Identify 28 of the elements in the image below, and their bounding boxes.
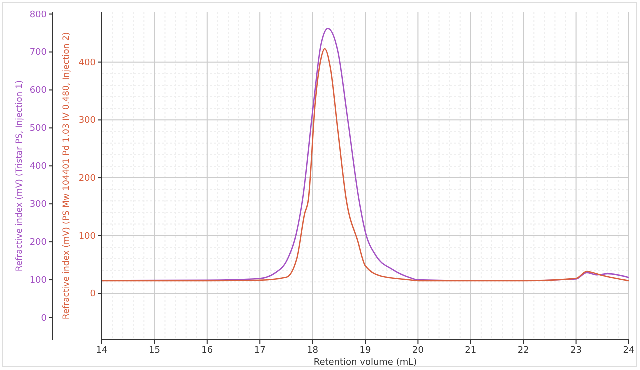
y-tick-label: 400 (78, 58, 96, 68)
x-tick-label: 16 (202, 346, 214, 356)
x-tick-label: 14 (96, 346, 108, 356)
x-tick-label: 17 (254, 346, 266, 356)
y2-tick-label: 600 (30, 86, 48, 96)
y-tick-label: 0 (90, 290, 96, 300)
x-axis-title: Retention volume (mL) (314, 358, 418, 368)
y2-tick-label: 200 (30, 238, 48, 248)
y-tick-label: 300 (78, 116, 96, 126)
y2-tick-label: 400 (30, 162, 48, 172)
x-tick-label: 19 (360, 346, 372, 356)
y-axis-title: Refractive index (mV) (PS Mw 104401 Pd 1.03 IV 0.480, Injection 2) (62, 32, 72, 320)
y2-tick-label: 0 (41, 314, 48, 324)
y-tick-label: 200 (78, 174, 96, 184)
y2-tick-label: 300 (30, 200, 48, 210)
y-tick-label: 100 (78, 232, 96, 242)
x-tick-label: 20 (412, 346, 424, 356)
x-tick-label: 22 (518, 346, 530, 356)
x-tick-label: 23 (570, 346, 582, 356)
y2-tick-label: 100 (30, 276, 48, 286)
x-tick-label: 24 (623, 346, 635, 356)
y2-axis-title: Refractive index (mV) (Tristar PS, Injection 1) (15, 80, 25, 272)
x-tick-label: 18 (307, 346, 319, 356)
x-tick-label: 15 (148, 346, 160, 356)
y2-tick-label: 500 (30, 124, 48, 134)
y2-tick-label: 700 (30, 48, 48, 58)
x-tick-label: 21 (465, 346, 477, 356)
y2-tick-label: 800 (30, 10, 48, 20)
